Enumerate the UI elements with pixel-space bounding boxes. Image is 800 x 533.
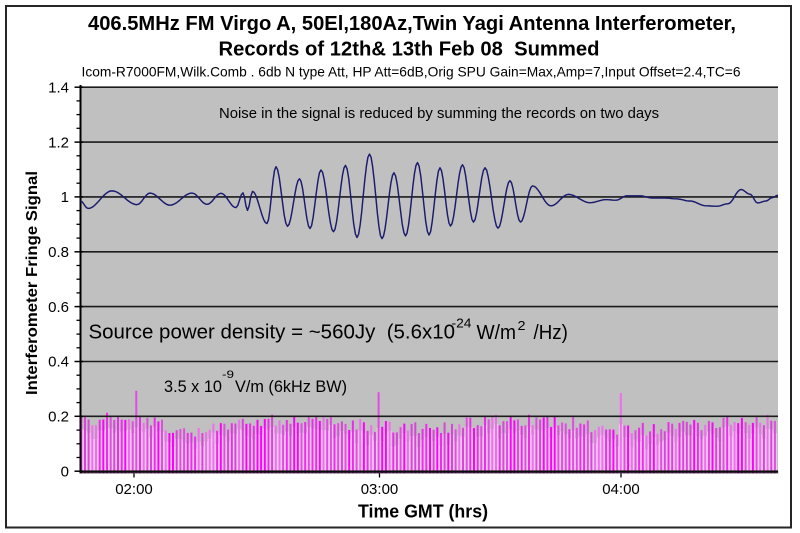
svg-text:1.2: 1.2	[48, 134, 69, 151]
svg-text:3.5 x 10: 3.5 x 10	[164, 377, 222, 396]
svg-text:2: 2	[518, 318, 526, 333]
svg-text:Records of 12th& 13th Feb 08: Records of 12th& 13th Feb 08 Summed	[219, 39, 600, 61]
svg-text:W/m: W/m	[477, 321, 517, 344]
svg-text:406.5MHz FM Virgo A, 50El,180A: 406.5MHz FM Virgo A, 50El,180Az,Twin Yag…	[88, 13, 736, 35]
svg-text:02:00: 02:00	[115, 481, 153, 498]
svg-text:0: 0	[61, 463, 69, 480]
svg-text:1.4: 1.4	[48, 79, 69, 96]
svg-text:Source power density = ~560Jy: Source power density = ~560Jy (5.6x10	[89, 321, 456, 344]
svg-text:0.6: 0.6	[48, 299, 69, 316]
svg-text:Icom-R7000FM,Wilk.Comb . 6db N: Icom-R7000FM,Wilk.Comb . 6db N type Att,…	[82, 64, 741, 80]
svg-text:V/m (6kHz BW): V/m (6kHz BW)	[235, 377, 347, 396]
svg-text:0.4: 0.4	[48, 354, 69, 371]
svg-text:Noise in the signal is reduced: Noise in the signal is reduced by summin…	[219, 105, 659, 122]
svg-text:1: 1	[61, 189, 69, 206]
svg-text:0.2: 0.2	[48, 409, 69, 426]
svg-text:-24: -24	[452, 316, 472, 331]
svg-text:-9: -9	[222, 369, 234, 381]
svg-text:Interferometer Fringe Signal: Interferometer Fringe Signal	[24, 171, 41, 395]
svg-text:Time GMT (hrs): Time GMT (hrs)	[358, 502, 488, 522]
svg-text:0.8: 0.8	[48, 244, 69, 261]
svg-text:/Hz): /Hz)	[534, 321, 568, 344]
svg-text:03:00: 03:00	[361, 481, 399, 498]
svg-text:04:00: 04:00	[602, 481, 640, 498]
